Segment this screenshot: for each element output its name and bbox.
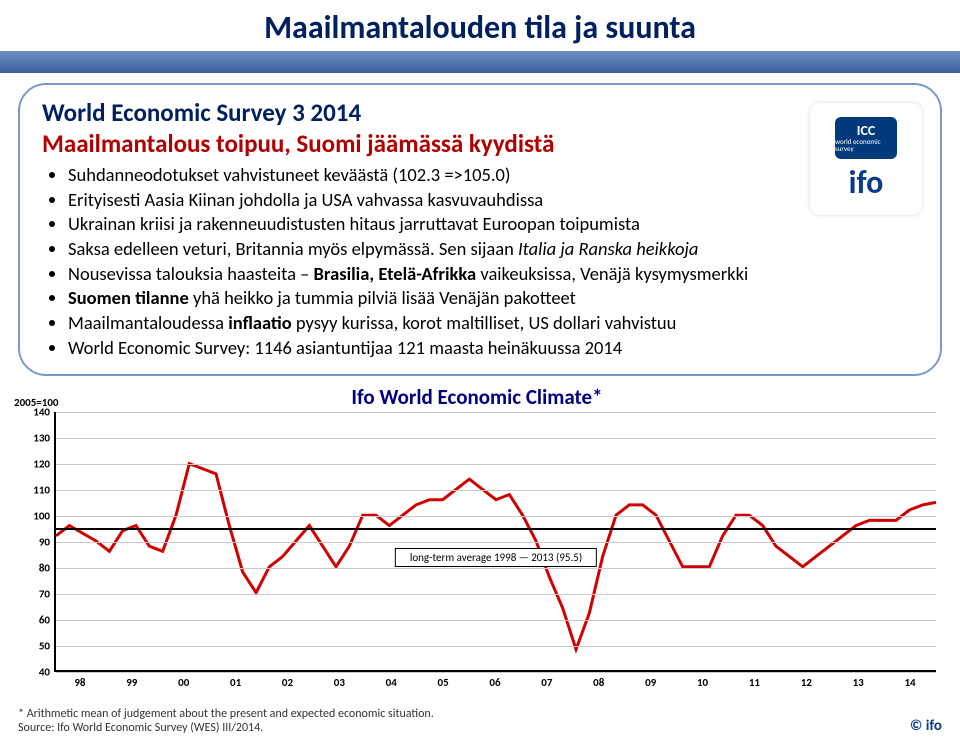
plot-area: long-term average 1998 — 2013 (95.5): [54, 412, 936, 672]
chart-container: Ifo World Economic Climate* 2005=100 lon…: [0, 384, 960, 739]
y-tick: 80: [39, 562, 50, 575]
y-tick: 130: [33, 432, 50, 445]
page-title: Maailmantalouden tila ja suunta: [0, 8, 960, 47]
y-tick: 140: [33, 406, 50, 419]
bullet-item: Ukrainan kriisi ja rakenneuudistusten hi…: [68, 212, 788, 236]
y-tick: 110: [33, 484, 50, 497]
info-box: World Economic Survey 3 2014 Maailmantal…: [18, 83, 942, 376]
x-tick: 09: [645, 676, 656, 689]
y-tick: 40: [39, 666, 50, 679]
x-tick: 07: [541, 676, 552, 689]
bullet-item: Maailmantaloudessa inflaatio pysyy kuris…: [68, 311, 788, 335]
x-tick: 14: [904, 676, 915, 689]
chart-area: 2005=100 long-term average 1998 — 2013 (…: [16, 412, 948, 687]
ifo-icc-logo: ICC world economic survey ifo: [810, 103, 922, 215]
x-tick: 02: [282, 676, 293, 689]
bullet-list: Suhdanneodotukset vahvistuneet keväästä …: [68, 163, 918, 359]
ifo-wordmark: ifo: [849, 163, 884, 202]
x-tick: 13: [853, 676, 864, 689]
y-tick: 50: [39, 640, 50, 653]
x-tick: 99: [126, 676, 137, 689]
survey-title: World Economic Survey 3 2014: [42, 97, 918, 128]
title-bar: Maailmantalouden tila ja suunta: [0, 0, 960, 51]
x-tick: 12: [801, 676, 812, 689]
subtitle: Maailmantalous toipuu, Suomi jäämässä ky…: [42, 128, 918, 159]
ifo-copyright: © ifo: [910, 717, 942, 735]
x-tick: 98: [74, 676, 85, 689]
x-tick: 04: [386, 676, 397, 689]
header-band: [0, 51, 960, 73]
x-tick: 06: [489, 676, 500, 689]
y-tick: 120: [33, 458, 50, 471]
bullet-item: Erityisesti Aasia Kiinan johdolla ja USA…: [68, 188, 788, 212]
y-tick: 60: [39, 614, 50, 627]
chart-footnote: * Arithmetic mean of judgement about the…: [18, 707, 434, 735]
x-tick: 11: [749, 676, 760, 689]
chart-title: Ifo World Economic Climate*: [6, 384, 948, 410]
x-tick: 05: [438, 676, 449, 689]
icc-badge: ICC world economic survey: [835, 117, 897, 159]
y-tick: 70: [39, 588, 50, 601]
x-tick: 08: [593, 676, 604, 689]
avg-label: long-term average 1998 — 2013 (95.5): [395, 548, 597, 567]
y-tick: 90: [39, 536, 50, 549]
x-tick: 03: [334, 676, 345, 689]
bullet-item: Saksa edelleen veturi, Britannia myös el…: [68, 237, 788, 261]
chart-footer: * Arithmetic mean of judgement about the…: [18, 707, 942, 735]
bullet-item: Nousevissa talouksia haasteita – Brasili…: [68, 262, 788, 286]
bullet-item: World Economic Survey: 1146 asiantuntija…: [68, 336, 788, 360]
bullet-item: Suomen tilanne yhä heikko ja tummia pilv…: [68, 286, 788, 310]
climate-line: [56, 412, 936, 670]
x-tick: 10: [697, 676, 708, 689]
bullet-item: Suhdanneodotukset vahvistuneet keväästä …: [68, 163, 788, 187]
x-tick: 01: [230, 676, 241, 689]
y-tick: 100: [33, 510, 50, 523]
x-tick: 00: [178, 676, 189, 689]
